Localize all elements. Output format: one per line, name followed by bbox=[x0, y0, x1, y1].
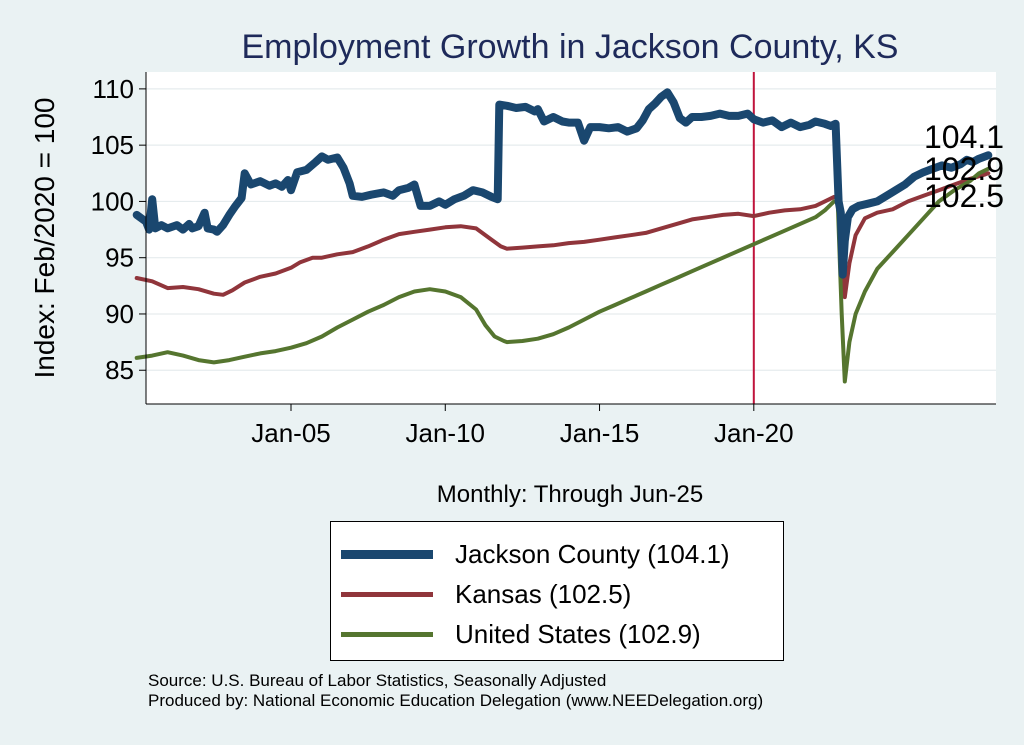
source-line: Source: U.S. Bureau of Labor Statistics,… bbox=[148, 671, 607, 690]
y-tick-label: 110 bbox=[93, 74, 134, 104]
x-tick-layer: Jan-05 Jan-10 Jan-15 Jan-20 bbox=[251, 404, 794, 448]
y-axis-title: Index: Feb/2020 = 100 bbox=[29, 98, 60, 379]
x-tick-label: Jan-05 bbox=[251, 418, 331, 448]
source-note: Source: U.S. Bureau of Labor Statistics,… bbox=[148, 671, 763, 711]
end-label-jackson-county: 104.1 bbox=[924, 119, 1004, 155]
legend-item-united-states: United States (102.9) bbox=[341, 618, 701, 650]
y-tick-label: 95 bbox=[105, 243, 134, 273]
series-line-jackson-county bbox=[132, 88, 993, 279]
series-layer bbox=[132, 88, 993, 384]
x-tick-label: Jan-15 bbox=[560, 418, 640, 448]
legend-label-united-states: United States (102.9) bbox=[455, 618, 701, 649]
legend-item-jackson-county: Jackson County (104.1) bbox=[341, 538, 730, 570]
series-line-kansas bbox=[134, 171, 991, 300]
legend-label-jackson-county: Jackson County (104.1) bbox=[455, 538, 730, 569]
end-label-united-states: 102.9 bbox=[924, 151, 1004, 187]
y-tick-label: 100 bbox=[91, 186, 134, 216]
legend-swatch-kansas bbox=[341, 591, 433, 597]
x-axis-title: Monthly: Through Jun-25 bbox=[437, 481, 703, 508]
legend: Jackson County (104.1) Kansas (102.5) Un… bbox=[330, 521, 784, 661]
legend-swatch-united-states bbox=[341, 631, 433, 637]
producer-line: Produced by: National Economic Education… bbox=[148, 691, 764, 710]
legend-swatch-jackson-county bbox=[341, 549, 433, 559]
series-line-united-states bbox=[134, 166, 991, 384]
x-tick-label: Jan-10 bbox=[406, 418, 486, 448]
y-tick-label: 85 bbox=[105, 355, 134, 385]
chart-title: Employment Growth in Jackson County, KS bbox=[242, 28, 899, 66]
y-tick-label: 105 bbox=[91, 130, 134, 160]
grid-layer bbox=[146, 88, 996, 371]
y-tick-label: 90 bbox=[105, 299, 134, 329]
x-tick-label: Jan-20 bbox=[714, 418, 794, 448]
y-tick-layer: 85 90 95 100 105 110 bbox=[91, 74, 146, 385]
end-label-kansas: 102.5 bbox=[924, 178, 1004, 214]
legend-label-kansas: Kansas (102.5) bbox=[455, 578, 632, 609]
legend-item-kansas: Kansas (102.5) bbox=[341, 578, 631, 610]
